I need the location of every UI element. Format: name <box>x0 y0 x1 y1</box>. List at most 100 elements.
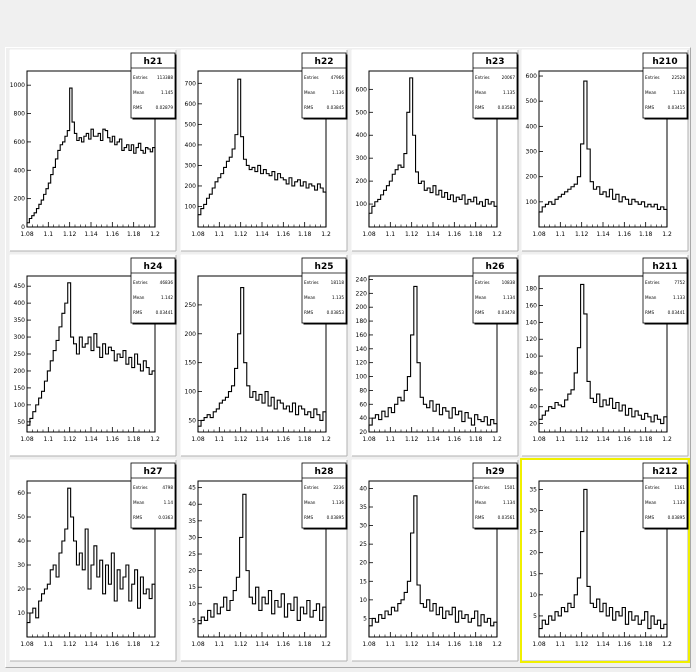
stat-mean-value: 1.133 <box>673 90 685 95</box>
x-tick-label: 1.18 <box>298 231 312 238</box>
y-tick-label: 35 <box>529 486 537 493</box>
stat-entries-value: 1501 <box>504 485 515 490</box>
stat-mean-value: 1.135 <box>503 90 515 95</box>
x-tick-label: 1.08 <box>20 436 34 443</box>
pad-h22[interactable]: 1.08 1.1 1.12 1.14 1.16 1.18 1.2 100 200 300 400 50… <box>180 49 348 252</box>
pad-h29[interactable]: 1.08 1.1 1.12 1.14 1.16 1.18 1.2 5 10 15 20 25 30 35 4… <box>351 459 519 662</box>
pad-h23[interactable]: 1.08 1.1 1.12 1.14 1.16 1.18 1.2 100 200 300 400 50… <box>351 49 519 252</box>
stats-box[interactable] <box>642 462 688 529</box>
stats-box[interactable] <box>642 52 688 119</box>
y-tick-label: 600 <box>185 101 197 108</box>
pad-h25[interactable]: 1.08 1.1 1.12 1.14 1.16 1.18 1.2 50 100 150 200 250… <box>180 254 348 457</box>
x-tick-label: 1.16 <box>277 436 291 443</box>
y-tick-label: 25 <box>359 541 367 548</box>
stat-entries-value: 47966 <box>331 75 345 80</box>
histogram-title: h212 <box>652 467 677 477</box>
y-tick-label: 150 <box>185 360 197 367</box>
x-tick-label: 1.08 <box>532 436 546 443</box>
stats-box[interactable] <box>472 257 518 324</box>
x-tick-label: 1.18 <box>127 641 141 648</box>
stat-entries-value: 1161 <box>674 485 685 490</box>
stats-box[interactable] <box>130 52 176 119</box>
stat-mean-label: Mean <box>304 500 316 505</box>
stat-rms-label: RMS <box>304 105 314 110</box>
x-tick-label: 1.12 <box>234 231 248 238</box>
y-tick-label: 45 <box>188 485 196 492</box>
stat-mean-label: Mean <box>645 295 657 300</box>
x-tick-label: 1.1 <box>44 231 54 238</box>
y-tick-label: 15 <box>529 571 537 578</box>
y-tick-label: 1000 <box>10 82 25 89</box>
x-tick-label: 1.14 <box>255 231 269 238</box>
stats-box[interactable] <box>642 257 688 324</box>
stat-entries-value: 20067 <box>502 75 516 80</box>
stat-mean-label: Mean <box>304 90 316 95</box>
y-tick-label: 120 <box>526 336 538 343</box>
y-tick-label: 5 <box>192 617 196 624</box>
y-tick-label: 40 <box>188 501 196 508</box>
x-tick-label: 1.2 <box>662 436 672 443</box>
stats-box[interactable] <box>301 462 347 529</box>
x-tick-label: 1.14 <box>426 231 440 238</box>
stats-box[interactable] <box>472 462 518 529</box>
x-tick-label: 1.16 <box>277 231 291 238</box>
y-tick-label: 60 <box>17 490 25 497</box>
x-tick-label: 1.08 <box>532 641 546 648</box>
y-tick-label: 350 <box>14 317 26 324</box>
x-tick-label: 1.12 <box>575 641 589 648</box>
stats-box[interactable] <box>301 257 347 324</box>
x-tick-label: 1.08 <box>362 231 376 238</box>
stat-entries-value: 7752 <box>674 280 685 285</box>
pad-h27[interactable]: 1.08 1.1 1.12 1.14 1.16 1.18 1.2 10 20 30 40 50 60 h2… <box>9 459 177 662</box>
pad-h21[interactable]: 1.08 1.1 1.12 1.14 1.16 1.18 1.2 0 200 400 600 800 1… <box>9 49 177 252</box>
x-tick-label: 1.08 <box>191 231 205 238</box>
y-tick-label: 180 <box>526 286 538 293</box>
stat-rms-label: RMS <box>645 515 655 520</box>
stat-rms-value: 0.02879 <box>156 105 174 110</box>
y-tick-label: 200 <box>14 196 26 203</box>
y-tick-label: 600 <box>526 73 538 80</box>
pad-h212[interactable]: 1.08 1.1 1.12 1.14 1.16 1.18 1.2 5 10 15 20 25 30 35 h… <box>520 458 690 663</box>
pad-h210[interactable]: 1.08 1.1 1.12 1.14 1.16 1.18 1.2 100 200 300 400 50… <box>521 49 689 252</box>
y-tick-label: 20 <box>359 429 367 436</box>
stats-box[interactable] <box>130 257 176 324</box>
pad-h26[interactable]: 1.08 1.1 1.12 1.14 1.16 1.18 1.2 20 40 60 80 100 120… <box>351 254 519 457</box>
y-tick-label: 150 <box>14 385 26 392</box>
x-tick-label: 1.1 <box>215 231 225 238</box>
y-tick-label: 300 <box>14 334 26 341</box>
y-tick-label: 40 <box>529 404 537 411</box>
x-tick-label: 1.16 <box>448 231 462 238</box>
histogram-title: h29 <box>486 467 505 477</box>
stats-box[interactable] <box>130 462 176 529</box>
y-tick-label: 250 <box>185 302 197 309</box>
y-tick-label: 100 <box>526 199 538 206</box>
x-tick-label: 1.18 <box>639 436 653 443</box>
y-tick-label: 180 <box>356 318 368 325</box>
stat-mean-label: Mean <box>645 90 657 95</box>
stat-mean-label: Mean <box>475 295 487 300</box>
x-tick-label: 1.14 <box>84 231 98 238</box>
stats-box[interactable] <box>301 52 347 119</box>
stat-mean-label: Mean <box>475 90 487 95</box>
pad-h28[interactable]: 1.08 1.1 1.12 1.14 1.16 1.18 1.2 5 10 15 20 25 30 35 4… <box>180 459 348 662</box>
y-tick-label: 100 <box>185 389 197 396</box>
stats-box[interactable] <box>472 52 518 119</box>
y-tick-label: 40 <box>359 485 367 492</box>
histogram-title: h26 <box>486 262 505 272</box>
x-tick-label: 1.16 <box>106 641 120 648</box>
stat-rms-value: 0.03845 <box>327 105 345 110</box>
stat-mean-value: 1.134 <box>503 295 515 300</box>
y-tick-label: 300 <box>185 162 197 169</box>
stat-entries-label: Entries <box>133 485 148 490</box>
y-tick-label: 400 <box>14 300 26 307</box>
y-tick-label: 15 <box>359 578 367 585</box>
y-tick-label: 100 <box>14 402 26 409</box>
pad-h24[interactable]: 1.08 1.1 1.12 1.14 1.16 1.18 1.2 50 100 150 200 250… <box>9 254 177 457</box>
y-tick-label: 15 <box>188 584 196 591</box>
stat-mean-label: Mean <box>304 295 316 300</box>
x-tick-label: 1.18 <box>469 231 483 238</box>
pad-h211[interactable]: 1.08 1.1 1.12 1.14 1.16 1.18 1.2 20 40 60 80 100 120… <box>521 254 689 457</box>
x-tick-label: 1.18 <box>469 436 483 443</box>
stat-rms-value: 0.03478 <box>498 310 516 315</box>
stat-entries-label: Entries <box>304 280 319 285</box>
